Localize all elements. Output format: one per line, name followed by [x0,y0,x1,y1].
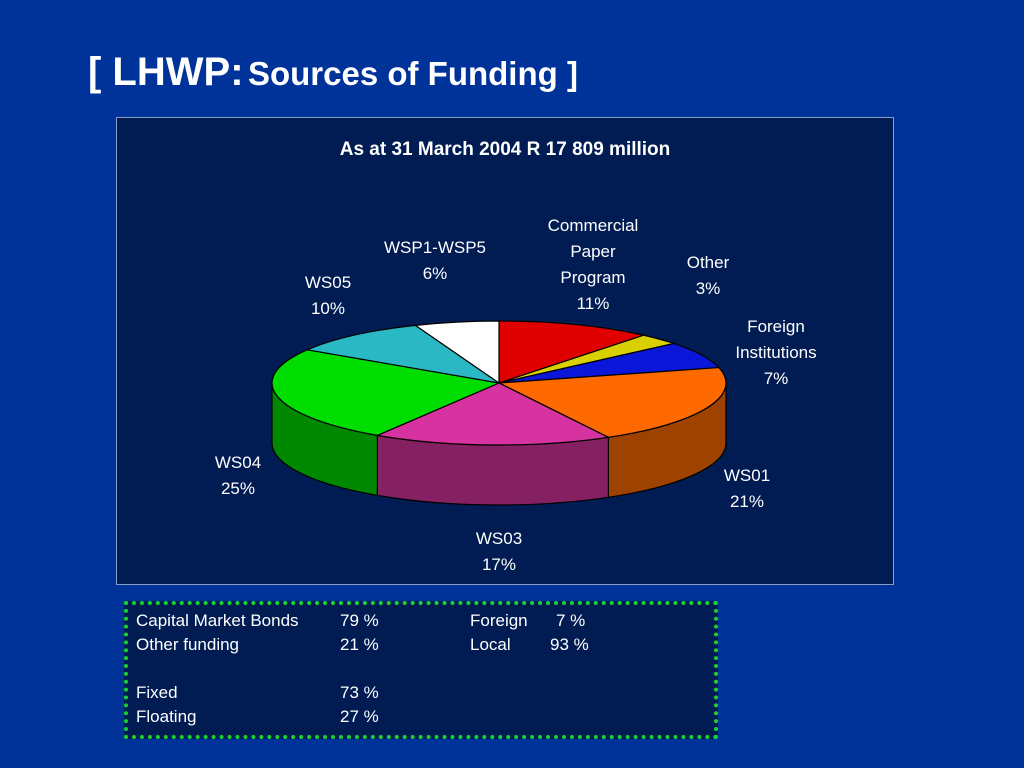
slice-label-line: Foreign [747,317,805,336]
slice-percent: 7% [763,369,789,388]
page-title: [ LHWP: Sources of Funding ] [88,50,578,95]
slice-label-line: WS05 [304,273,352,292]
slice-label-1: Other 3% [687,250,730,302]
summary-label-other-funding: Other funding [136,635,240,654]
summary-label-foreign: Foreign [470,611,528,630]
pie-slice-4 [375,382,611,446]
slice-percent: 11% [576,294,610,313]
slice-label-5: WS04 25% [215,450,261,502]
slice-label-line: Commercial [547,216,639,235]
slice-label-line: WS03 [475,529,523,548]
pie-side-4 [376,434,609,506]
slice-percent: 3% [695,279,721,298]
pie-slice-6 [305,324,500,384]
pie-slice-7 [413,320,500,385]
pie-chart [271,320,727,506]
slice-label-6: WS05 10% [305,270,351,322]
slice-label-line: WSP1-WSP5 [383,238,487,257]
pie-slice-5 [271,349,502,436]
funding-summary-box: Capital Market Bonds 79 % Foreign 7 % Ot… [124,601,718,739]
summary-value-floating: 27 % [340,707,379,726]
slice-label-line: Program [560,268,626,287]
summary-value-other-funding: 21 % [340,635,379,654]
slice-label-0: Commercial Paper Program 11% [548,213,639,317]
slice-label-7: WSP1-WSP5 6% [384,235,486,287]
pie-top [271,320,727,446]
summary-label-fixed: Fixed [136,683,178,702]
slice-label-line: WS04 [214,453,262,472]
slice-label-line: Institutions [735,343,817,362]
slice-percent: 17% [481,555,517,574]
summary-value-bonds: 79 % [340,611,379,630]
slice-percent: 21% [729,492,765,511]
pie-slice-0 [498,320,646,384]
pie-slice-3 [496,366,727,438]
summary-label-bonds: Capital Market Bonds [136,611,299,630]
slice-label-line: Paper [570,242,616,261]
title-prefix: [ LHWP: [88,50,244,94]
summary-label-local: Local [470,635,511,654]
summary-value-fixed: 73 % [340,683,379,702]
slice-label-3: WS01 21% [724,463,770,515]
title-suffix: Sources of Funding ] [247,55,578,92]
slice-label-4: WS03 17% [476,526,522,578]
slice-percent: 25% [220,479,256,498]
slice-label-line: Other [686,253,730,272]
slice-label-line: WS01 [723,466,771,485]
summary-value-local: 93 % [550,635,589,654]
chart-panel: As at 31 March 2004 R 17 809 million Com… [116,117,894,585]
summary-label-floating: Floating [136,707,197,726]
pie-sides [271,382,727,506]
slice-percent: 10% [310,299,346,318]
summary-value-foreign: 7 % [556,611,586,630]
slice-label-2: Foreign Institutions 7% [735,314,816,392]
slice-percent: 6% [422,264,448,283]
chart-title: As at 31 March 2004 R 17 809 million [339,139,671,160]
